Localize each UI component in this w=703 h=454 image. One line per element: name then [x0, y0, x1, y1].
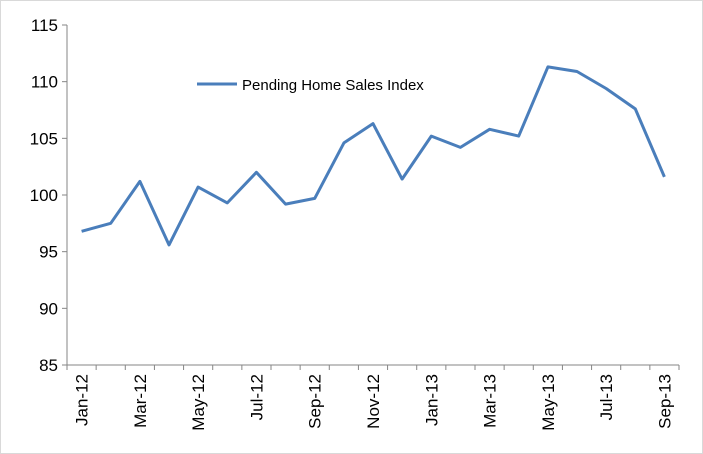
x-tick-label: Sep-13: [655, 374, 674, 429]
y-tick-label: 105: [30, 129, 58, 148]
x-tick-label: Jan-12: [73, 374, 92, 426]
x-tick-label: Mar-12: [131, 374, 150, 428]
x-tick-label: May-13: [539, 374, 558, 431]
x-tick-label: Jul-12: [247, 374, 266, 420]
x-tick-label: Nov-12: [364, 374, 383, 429]
y-tick-label: 85: [39, 356, 58, 375]
legend-label: Pending Home Sales Index: [242, 77, 424, 94]
x-tick-label: May-12: [189, 374, 208, 431]
x-tick-label: Jan-13: [422, 374, 441, 426]
x-tick-label: Sep-12: [306, 374, 325, 429]
y-tick-label: 115: [31, 16, 58, 35]
series-line-pending-home-sales: [81, 65, 666, 247]
y-tick-label: 110: [31, 73, 58, 92]
y-tick-label: 95: [39, 243, 58, 262]
y-tick-label: 100: [30, 186, 58, 205]
x-tick-label: Mar-13: [481, 374, 500, 428]
x-tick-label: Jul-13: [597, 374, 616, 420]
y-tick-label: 90: [39, 299, 58, 318]
